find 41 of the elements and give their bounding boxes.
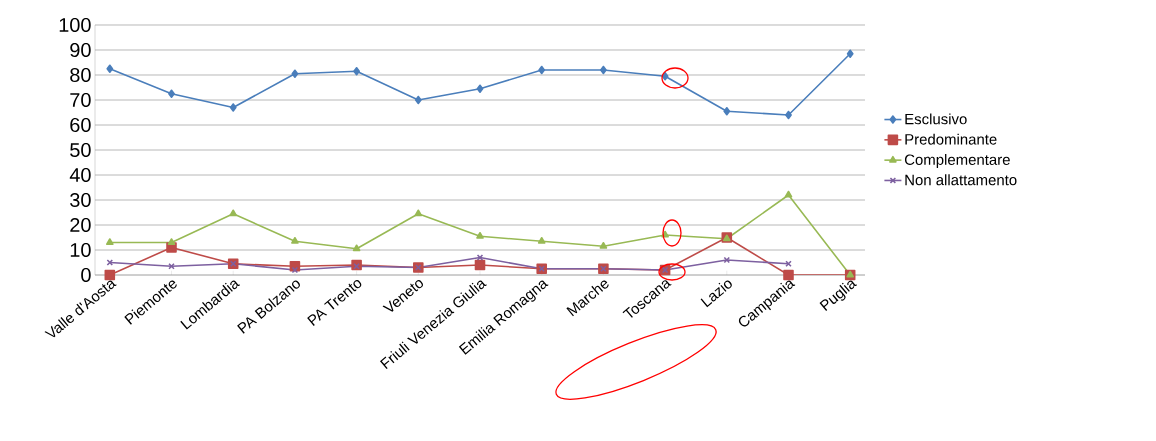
y-tick-label: 20 xyxy=(70,217,91,233)
point xyxy=(229,103,237,112)
point xyxy=(783,269,794,281)
legend-label: Non allattamento xyxy=(905,174,1017,186)
point xyxy=(291,69,299,79)
point xyxy=(106,64,114,74)
y-tick-label: 90 xyxy=(70,42,91,58)
legend-label: Esclusivo xyxy=(905,113,967,125)
legend-label: Predominante xyxy=(905,133,997,145)
point xyxy=(352,244,361,252)
point xyxy=(723,106,731,116)
point xyxy=(229,209,238,217)
point xyxy=(105,238,114,246)
y-tick-label: 50 xyxy=(70,142,91,158)
point xyxy=(538,65,546,75)
point xyxy=(599,65,607,75)
y-tick-label: 80 xyxy=(70,67,91,83)
y-tick-label: 60 xyxy=(70,117,91,133)
y-tick-label: 0 xyxy=(81,267,91,283)
point xyxy=(846,49,854,59)
y-tick-label: 30 xyxy=(70,192,91,208)
point xyxy=(474,259,486,271)
legend-label: Complementare xyxy=(904,153,1010,168)
y-tick-label: 10 xyxy=(70,242,91,258)
point xyxy=(414,95,422,105)
y-tick-label: 100 xyxy=(59,17,91,33)
point xyxy=(476,84,484,94)
point xyxy=(104,269,116,281)
point xyxy=(784,190,793,198)
point xyxy=(785,110,792,120)
point xyxy=(599,241,608,249)
y-tick-label: 70 xyxy=(70,92,91,108)
point xyxy=(291,236,299,244)
y-tick-label: 40 xyxy=(69,167,91,183)
point xyxy=(168,89,175,99)
point xyxy=(167,238,176,246)
point xyxy=(476,231,484,239)
point xyxy=(353,66,361,76)
point xyxy=(291,266,299,274)
point xyxy=(414,209,423,217)
point xyxy=(537,236,546,244)
